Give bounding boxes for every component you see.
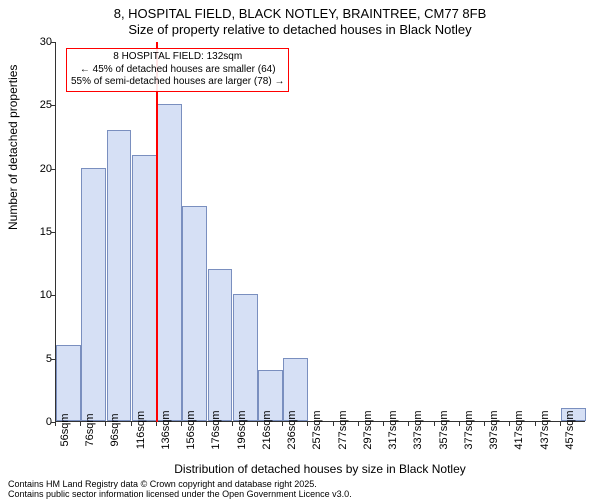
- annotation-line-2: ← 45% of detached houses are smaller (64…: [71, 64, 284, 77]
- chart-title-main: 8, HOSPITAL FIELD, BLACK NOTLEY, BRAINTR…: [0, 6, 600, 21]
- x-tick-mark: [408, 422, 409, 426]
- x-tick-mark: [535, 422, 536, 426]
- y-tick-mark: [51, 295, 55, 296]
- x-tick-label: 457sqm: [564, 410, 576, 449]
- histogram-chart: 8, HOSPITAL FIELD, BLACK NOTLEY, BRAINTR…: [0, 0, 600, 500]
- y-tick-label: 20: [12, 163, 52, 175]
- y-axis-label: Number of detached properties: [6, 65, 20, 230]
- x-tick-label: 417sqm: [513, 410, 525, 449]
- x-tick-label: 437sqm: [539, 410, 551, 449]
- y-tick-label: 30: [12, 36, 52, 48]
- footer-line-2: Contains public sector information licen…: [8, 490, 352, 500]
- x-tick-mark: [560, 422, 561, 426]
- x-tick-mark: [257, 422, 258, 426]
- y-tick-mark: [51, 42, 55, 43]
- x-axis-label: Distribution of detached houses by size …: [55, 462, 585, 476]
- x-tick-mark: [55, 422, 56, 426]
- x-tick-label: 337sqm: [412, 410, 424, 449]
- x-tick-mark: [181, 422, 182, 426]
- x-tick-mark: [131, 422, 132, 426]
- x-tick-label: 196sqm: [236, 410, 248, 449]
- histogram-bar: [107, 130, 132, 421]
- y-tick-label: 10: [12, 289, 52, 301]
- x-tick-label: 56sqm: [59, 413, 71, 446]
- x-tick-label: 156sqm: [185, 410, 197, 449]
- footer-attribution: Contains HM Land Registry data © Crown c…: [8, 480, 352, 500]
- x-tick-label: 96sqm: [109, 413, 121, 446]
- y-tick-mark: [51, 169, 55, 170]
- x-tick-label: 76sqm: [84, 413, 96, 446]
- x-tick-mark: [358, 422, 359, 426]
- x-tick-mark: [333, 422, 334, 426]
- x-tick-mark: [206, 422, 207, 426]
- x-tick-label: 216sqm: [261, 410, 273, 449]
- plot-area: 8 HOSPITAL FIELD: 132sqm← 45% of detache…: [55, 42, 585, 422]
- x-tick-mark: [484, 422, 485, 426]
- x-tick-label: 277sqm: [337, 410, 349, 449]
- x-tick-label: 116sqm: [135, 411, 147, 449]
- x-tick-label: 176sqm: [210, 410, 222, 449]
- histogram-bar: [132, 155, 157, 421]
- x-tick-mark: [156, 422, 157, 426]
- chart-title-sub: Size of property relative to detached ho…: [0, 22, 600, 37]
- y-tick-label: 0: [12, 416, 52, 428]
- histogram-bar: [56, 345, 81, 421]
- x-tick-label: 257sqm: [311, 410, 323, 449]
- y-tick-label: 25: [12, 99, 52, 111]
- reference-line: [156, 42, 158, 422]
- y-tick-mark: [51, 359, 55, 360]
- x-tick-label: 377sqm: [463, 410, 475, 449]
- annotation-line-1: 8 HOSPITAL FIELD: 132sqm: [71, 51, 284, 64]
- histogram-bar: [208, 269, 233, 421]
- x-tick-label: 357sqm: [438, 410, 450, 449]
- y-tick-mark: [51, 105, 55, 106]
- x-tick-label: 297sqm: [362, 410, 374, 449]
- x-tick-label: 317sqm: [387, 410, 399, 449]
- x-tick-mark: [80, 422, 81, 426]
- x-tick-mark: [307, 422, 308, 426]
- x-tick-mark: [232, 422, 233, 426]
- x-tick-label: 236sqm: [286, 410, 298, 449]
- y-tick-label: 5: [12, 353, 52, 365]
- x-tick-mark: [434, 422, 435, 426]
- x-tick-mark: [282, 422, 283, 426]
- x-tick-mark: [459, 422, 460, 426]
- x-tick-label: 397sqm: [488, 410, 500, 449]
- y-tick-mark: [51, 232, 55, 233]
- histogram-bar: [81, 168, 106, 421]
- histogram-bar: [233, 294, 258, 421]
- y-tick-label: 15: [12, 226, 52, 238]
- annotation-box: 8 HOSPITAL FIELD: 132sqm← 45% of detache…: [66, 48, 289, 92]
- histogram-bar: [157, 104, 182, 421]
- x-tick-mark: [509, 422, 510, 426]
- x-tick-mark: [383, 422, 384, 426]
- x-tick-label: 136sqm: [160, 410, 172, 449]
- x-tick-mark: [105, 422, 106, 426]
- histogram-bar: [182, 206, 207, 421]
- annotation-line-3: 55% of semi-detached houses are larger (…: [71, 76, 284, 89]
